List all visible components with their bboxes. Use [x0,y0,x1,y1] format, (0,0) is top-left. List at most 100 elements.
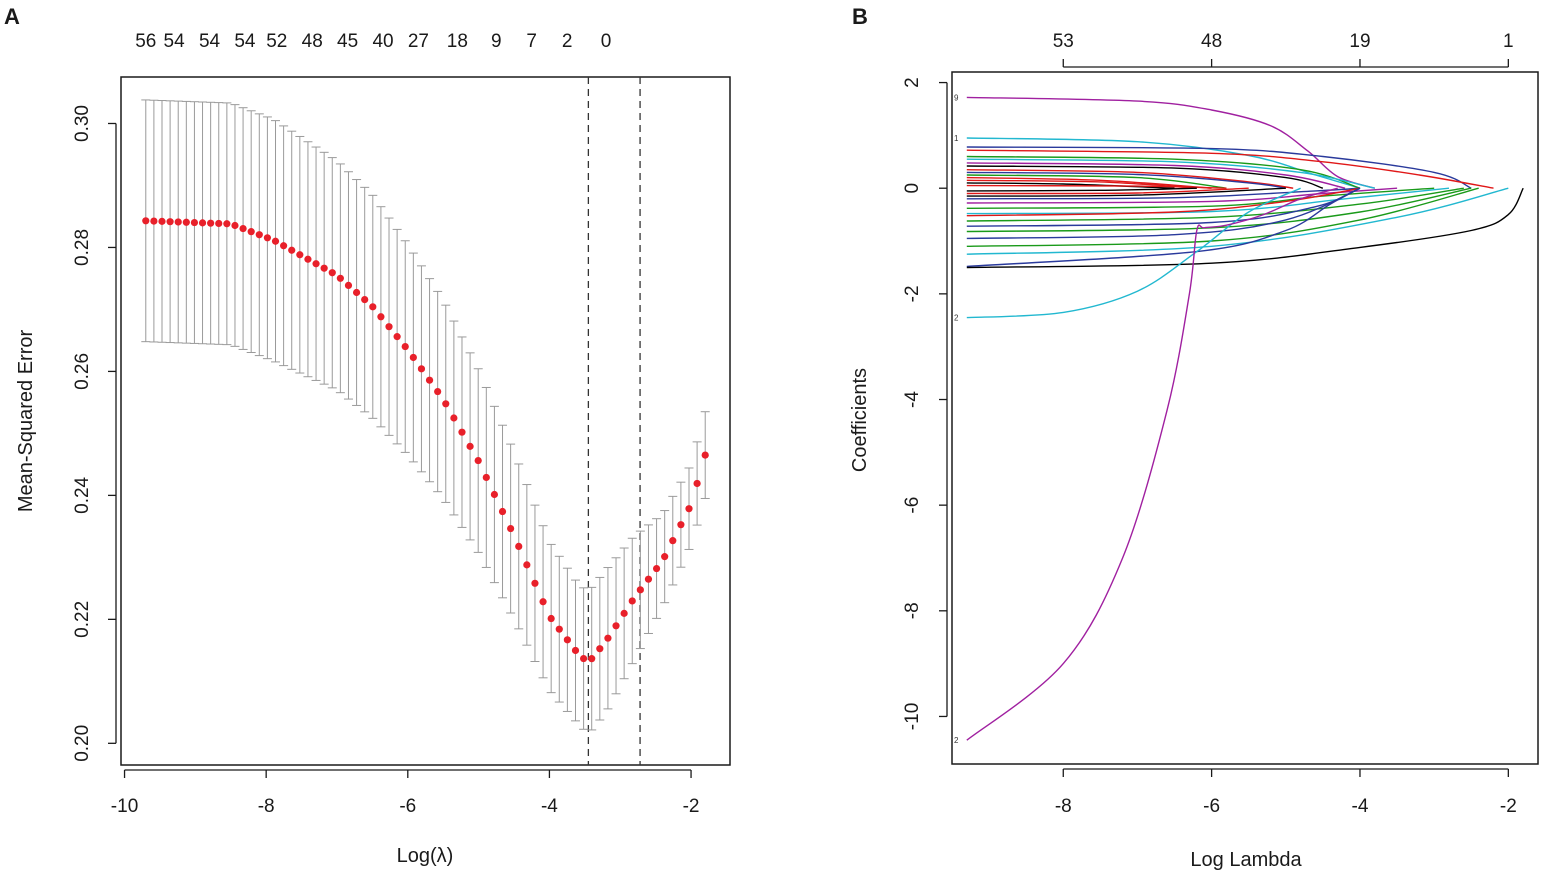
panel-a-point [166,218,174,226]
panel-a-point [174,218,182,226]
panel-a-point [507,524,515,533]
panel-a-y-tick-label: 0.30 [72,105,93,142]
panel-b-y-tick-label: -2 [902,285,923,302]
panel-a-top-label: 7 [526,31,537,52]
panel-b-y-axis-title: Coefficients [849,368,871,472]
panel-b-y-axis: 2 0 -2 -4 -6 -8 -10 [902,77,948,730]
panel-b-path-s10 [966,171,1286,189]
panel-b-y-tick-label: -4 [902,391,923,408]
panel-b-path-s14 [966,182,1175,189]
panel-a-point [361,295,369,304]
panel-a-point [182,218,190,226]
panel-b-path-s5 [966,155,1361,189]
panel-a-point [142,217,150,225]
panel-b-path-s16 [966,187,1197,192]
panel-a-point [636,586,644,594]
panel-a-point [701,451,709,459]
panel-a-point [336,274,344,282]
panel-b-path-label: 1 [954,134,959,143]
panel-a-top-label: 2 [562,31,573,52]
panel-a-chart: -10 -8 -6 -4 -2 0.200.220.240.260.280.30 56 5… [15,31,731,867]
panel-b-top-label: 53 [1053,31,1074,52]
panel-a-point [482,473,490,482]
panel-b-path-s4 [966,149,1494,189]
panel-a-point [685,505,693,513]
panel-b-path-s3 [966,146,1472,189]
panel-a-x-axis: -10 -8 -6 -4 -2 [111,769,700,817]
panel-b-path-s9 [966,169,1294,189]
panel-a-top-label: 54 [199,31,221,52]
panel-a-point [320,264,328,272]
panel-b-y-tick-label: 0 [902,183,923,194]
panel-a-point [190,218,199,227]
panel-a-point [352,288,361,297]
panel-a-point [588,655,596,663]
panel-a-top-label: 9 [491,31,502,52]
panel-a-top-label: 27 [408,31,429,52]
panel-a-x-axis-title: Log(λ) [397,845,454,867]
panel-a-top-label: 18 [447,31,468,52]
panel-a-point [377,313,385,321]
panel-b-top-label: 19 [1349,31,1370,52]
panel-a-top-label: 56 [135,31,156,52]
panel-b-path-label: 2 [954,314,959,323]
panel-a-point [604,634,612,642]
panel-b-label: B [852,4,868,29]
panel-a-point [255,231,263,239]
panel-a-x-tick-label: -8 [258,796,275,817]
panel-a-point [207,219,215,227]
panel-a-point [661,553,669,561]
panel-a-point [296,251,304,259]
panel-b-path-s8 [966,165,1324,189]
panel-a-top-label: 0 [601,31,612,52]
panel-a-point [515,542,523,551]
panel-a-top-label: 54 [234,31,256,52]
panel-a-point [620,609,628,617]
panel-a-y-tick-label: 0.24 [72,476,93,513]
panel-b-y-tick-label: -10 [902,703,923,730]
panel-a-top-label: 45 [337,31,358,52]
panel-a-point [652,564,661,573]
panel-a-points [142,217,709,663]
panel-b-path-s18 [966,187,1286,197]
panel-b-path-label: 2 [954,736,959,745]
panel-b-top-label: 1 [1503,31,1514,52]
panel-a-point [344,281,353,290]
panel-b-y-tick-label: -6 [902,497,923,514]
panel-a-point [531,579,539,587]
panel-a-y-tick-label: 0.20 [72,725,93,762]
panel-b-x-tick-label: -6 [1203,796,1220,817]
panel-b-y-tick-label: -8 [902,602,923,619]
panel-a-y-tick-label: 0.22 [72,601,93,638]
panel-b-path-label: 9 [954,93,959,102]
panel-b-y-tick-label: 2 [902,77,923,88]
panel-b-plot-frame [951,71,1539,765]
panel-a-x-tick-label: -6 [399,796,416,817]
panel-a-point [158,217,166,225]
panel-a-point [417,365,426,373]
panel-a-vlines [587,77,641,765]
panel-a-x-tick-label: -10 [111,796,138,817]
panel-a-point [385,323,393,331]
panel-a-errorbars [141,99,710,731]
panel-a-point [239,224,247,233]
panel-b-path-1 [966,137,1361,189]
panel-b-coefficient-paths [966,96,1524,741]
panel-a-y-axis: 0.20 0.22 0.24 0.26 0.28 0.30 [72,105,117,762]
panel-a-point [263,234,272,242]
panel-a-point [490,490,499,499]
panel-a-point [434,387,442,396]
panel-a-point [644,575,653,583]
panel-a-point [612,622,620,630]
panel-b-path-labels: 9 1 2 2 [954,93,959,745]
panel-a-point [425,376,434,384]
panel-a-point [280,242,288,250]
panel-b-x-tick-label: -8 [1055,796,1072,817]
panel-a-point [288,246,296,254]
panel-a-top-label: 54 [164,31,186,52]
panel-a-point [555,625,563,633]
panel-a-point [393,333,401,341]
panel-b-path-s15 [966,184,1227,189]
panel-a-point [271,237,280,245]
panel-a-point [247,228,255,236]
